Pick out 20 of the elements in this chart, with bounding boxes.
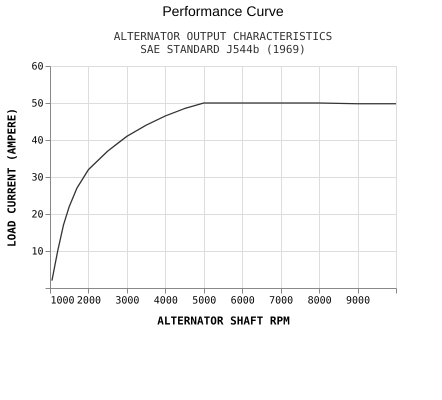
y-tick-label: 60 [31,62,44,72]
x-tick-label: 4000 [154,296,178,306]
y-tick-label: 20 [31,210,44,220]
x-tick-label: 2000 [76,296,101,306]
x-tick-label: 1000 [50,296,75,306]
x-tick-label: 7000 [269,296,294,306]
x-tick-label: 5000 [192,296,216,306]
y-tick-label: 10 [31,246,44,258]
x-tick-label: 9000 [346,296,370,306]
line-series [51,102,397,282]
chart-title: Performance Curve [162,3,284,19]
y-axis-title: LOAD CURRENT (AMPERE) [5,108,18,248]
y-tick-label: 30 [31,172,44,184]
x-axis-title: ALTERNATOR SHAFT RPM [157,314,290,328]
y-tick-label: 40 [31,136,44,146]
x-tick-label: 3000 [115,296,140,306]
chart-subtitle: ALTERNATOR OUTPUT CHARACTERISTICS SAE STANDARD J544b (1969) [114,30,332,56]
x-tick-label: 8000 [308,296,332,306]
y-tick-label: 50 [31,98,44,110]
x-tick-label: 6000 [230,296,255,306]
